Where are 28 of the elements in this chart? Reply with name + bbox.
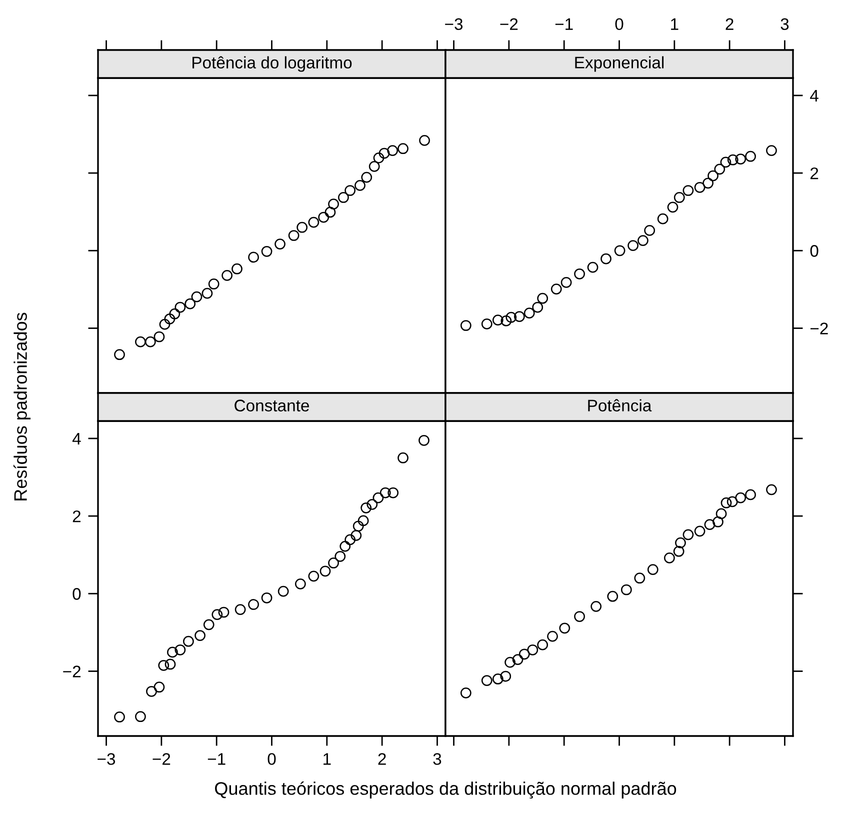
y-tick-label: 4	[72, 433, 81, 444]
x-tick-label: −1	[555, 18, 573, 30]
y-tick-label: 4	[810, 90, 818, 102]
y-tick-label: 2	[810, 167, 818, 180]
y-axis-title: Resíduos padronizados	[13, 312, 31, 500]
x-tick-label: −2	[500, 18, 518, 30]
y-tick-label: −2	[810, 322, 828, 334]
x-tick-label: 0	[268, 753, 276, 765]
x-tick-label: −3	[98, 753, 116, 765]
x-tick-label: −2	[152, 753, 170, 765]
x-tick-label: 3	[433, 753, 442, 765]
x-tick-label: 1	[324, 753, 331, 765]
y-tick-label: 0	[72, 588, 81, 600]
chart-title: Constante	[234, 400, 309, 412]
y-tick-label: 2	[72, 510, 80, 522]
x-tick-label: 3	[780, 18, 789, 30]
chart-title: Potência	[588, 399, 652, 412]
chart-title: Potência do logaritmo	[192, 56, 352, 72]
chart-title: Exponencial	[575, 56, 664, 72]
x-axis-title: Quantis teóricos esperados da distribuição normal padrão	[215, 781, 676, 799]
x-tick-label: −3	[445, 18, 463, 30]
x-tick-label: 2	[726, 18, 734, 30]
x-tick-label: 0	[615, 18, 624, 30]
x-tick-label: 2	[378, 753, 386, 765]
y-tick-label: 0	[810, 245, 818, 257]
y-tick-label: −2	[63, 666, 80, 678]
x-tick-label: −1	[208, 753, 226, 765]
x-tick-label: 1	[671, 18, 678, 30]
